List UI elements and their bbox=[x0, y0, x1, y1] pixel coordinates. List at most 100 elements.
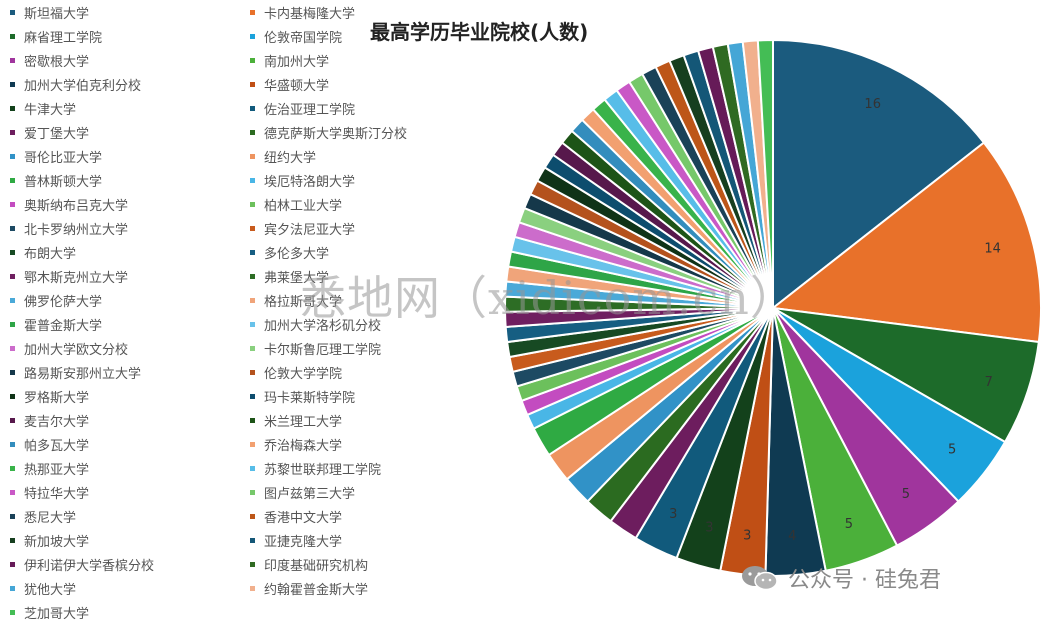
legend-item: 南加州大学 bbox=[250, 50, 329, 70]
legend-item: 佛罗伦萨大学 bbox=[10, 290, 102, 310]
legend-label: 麦吉尔大学 bbox=[24, 414, 90, 430]
legend-item: 纽约大学 bbox=[250, 146, 316, 166]
legend-label: 埃厄特洛朗大学 bbox=[264, 174, 356, 190]
legend-swatch bbox=[10, 369, 15, 375]
legend-label: 弗莱堡大学 bbox=[264, 270, 330, 286]
legend-label: 哥伦比亚大学 bbox=[24, 150, 103, 166]
legend-swatch bbox=[250, 201, 255, 207]
legend-label: 热那亚大学 bbox=[24, 462, 90, 478]
legend-swatch bbox=[250, 33, 255, 39]
legend-item: 玛卡莱斯特学院 bbox=[250, 386, 355, 406]
legend-item: 新加坡大学 bbox=[10, 530, 89, 550]
legend-label: 玛卡莱斯特学院 bbox=[264, 390, 356, 406]
legend-swatch bbox=[250, 465, 255, 471]
legend-swatch bbox=[10, 273, 15, 279]
legend-item: 米兰理工大学 bbox=[250, 410, 342, 430]
legend-label: 约翰霍普金斯大学 bbox=[264, 582, 369, 598]
chart-legend: 斯坦福大学 卡内基梅隆大学 麻省理工学院 伦敦帝国学院 密歇根大学 南加州大学 加州大学伯克… bbox=[10, 2, 450, 622]
pie-slice bbox=[756, 38, 774, 309]
legend-label: 乔治梅森大学 bbox=[264, 438, 343, 454]
legend-item: 图卢兹第三大学 bbox=[250, 482, 355, 502]
slice-value-label: 7 bbox=[985, 375, 993, 390]
legend-label: 纽约大学 bbox=[264, 150, 317, 166]
legend-swatch bbox=[250, 57, 255, 63]
legend-item: 埃厄特洛朗大学 bbox=[250, 170, 355, 190]
slice-value-label: 5 bbox=[948, 443, 956, 458]
legend-label: 布朗大学 bbox=[24, 246, 77, 262]
legend-label: 鄂木斯克州立大学 bbox=[24, 270, 129, 286]
legend-label: 奥斯纳布吕克大学 bbox=[24, 198, 129, 214]
slice-value-label: 14 bbox=[984, 242, 1001, 257]
legend-swatch bbox=[250, 489, 255, 495]
legend-item: 麦吉尔大学 bbox=[10, 410, 89, 430]
legend-swatch bbox=[250, 417, 255, 423]
legend-label: 伦敦帝国学院 bbox=[264, 30, 343, 46]
slice-value-label: 5 bbox=[845, 517, 853, 532]
legend-swatch bbox=[10, 441, 15, 447]
legend-item: 香港中文大学 bbox=[250, 506, 342, 526]
slice-value-label: 3 bbox=[743, 528, 751, 543]
legend-swatch bbox=[10, 129, 15, 135]
legend-swatch bbox=[250, 321, 255, 327]
legend-label: 爱丁堡大学 bbox=[24, 126, 90, 142]
legend-item: 帕多瓦大学 bbox=[10, 434, 89, 454]
legend-label: 悉尼大学 bbox=[24, 510, 77, 526]
legend-swatch bbox=[10, 417, 15, 423]
legend-swatch bbox=[250, 345, 255, 351]
legend-swatch bbox=[10, 81, 15, 87]
legend-swatch bbox=[250, 273, 255, 279]
legend-item: 印度基础研究机构 bbox=[250, 554, 368, 574]
legend-label: 罗格斯大学 bbox=[24, 390, 90, 406]
legend-item: 麻省理工学院 bbox=[10, 26, 102, 46]
legend-label: 普林斯顿大学 bbox=[24, 174, 103, 190]
legend-swatch bbox=[10, 537, 15, 543]
legend-item: 伦敦大学学院 bbox=[250, 362, 342, 382]
legend-item: 布朗大学 bbox=[10, 242, 76, 262]
pie-slice bbox=[770, 141, 1042, 344]
legend-label: 加州大学伯克利分校 bbox=[24, 78, 142, 94]
legend-swatch bbox=[250, 249, 255, 255]
legend-swatch bbox=[10, 465, 15, 471]
legend-label: 印度基础研究机构 bbox=[264, 558, 369, 574]
legend-item: 罗格斯大学 bbox=[10, 386, 89, 406]
legend-item: 哥伦比亚大学 bbox=[10, 146, 102, 166]
legend-item: 宾夕法尼亚大学 bbox=[250, 218, 355, 238]
legend-label: 犹他大学 bbox=[24, 582, 77, 598]
legend-swatch bbox=[250, 105, 255, 111]
legend-label: 北卡罗纳州立大学 bbox=[24, 222, 129, 238]
slice-value-label: 4 bbox=[788, 529, 796, 544]
legend-label: 宾夕法尼亚大学 bbox=[264, 222, 356, 238]
legend-swatch bbox=[10, 513, 15, 519]
legend-label: 格拉斯哥大学 bbox=[264, 294, 343, 310]
legend-swatch bbox=[10, 225, 15, 231]
legend-swatch bbox=[10, 321, 15, 327]
legend-swatch bbox=[10, 33, 15, 39]
legend-item: 格拉斯哥大学 bbox=[250, 290, 342, 310]
legend-swatch bbox=[250, 537, 255, 543]
legend-swatch bbox=[10, 345, 15, 351]
legend-label: 多伦多大学 bbox=[264, 246, 330, 262]
legend-label: 卡内基梅隆大学 bbox=[264, 6, 356, 22]
legend-label: 新加坡大学 bbox=[24, 534, 90, 550]
legend-swatch bbox=[250, 585, 255, 591]
legend-item: 伊利诺伊大学香槟分校 bbox=[10, 554, 154, 574]
slice-value-label: 16 bbox=[864, 97, 881, 112]
watermark-text: 悉地网（xidicom.cn） bbox=[300, 271, 797, 325]
legend-swatch bbox=[250, 393, 255, 399]
legend-item: 加州大学洛杉矶分校 bbox=[250, 314, 381, 334]
legend-item: 霍普金斯大学 bbox=[10, 314, 102, 334]
legend-swatch bbox=[10, 249, 15, 255]
legend-label: 加州大学洛杉矶分校 bbox=[264, 318, 382, 334]
legend-label: 南加州大学 bbox=[264, 54, 330, 70]
legend-label: 华盛顿大学 bbox=[264, 78, 330, 94]
legend-item: 加州大学伯克利分校 bbox=[10, 74, 141, 94]
legend-item: 加州大学欧文分校 bbox=[10, 338, 128, 358]
legend-item: 特拉华大学 bbox=[10, 482, 89, 502]
legend-item: 卡尔斯鲁厄理工学院 bbox=[250, 338, 381, 358]
legend-label: 香港中文大学 bbox=[264, 510, 343, 526]
legend-item: 卡内基梅隆大学 bbox=[250, 2, 355, 22]
legend-swatch bbox=[10, 201, 15, 207]
legend-label: 加州大学欧文分校 bbox=[24, 342, 129, 358]
legend-item: 苏黎世联邦理工学院 bbox=[250, 458, 381, 478]
